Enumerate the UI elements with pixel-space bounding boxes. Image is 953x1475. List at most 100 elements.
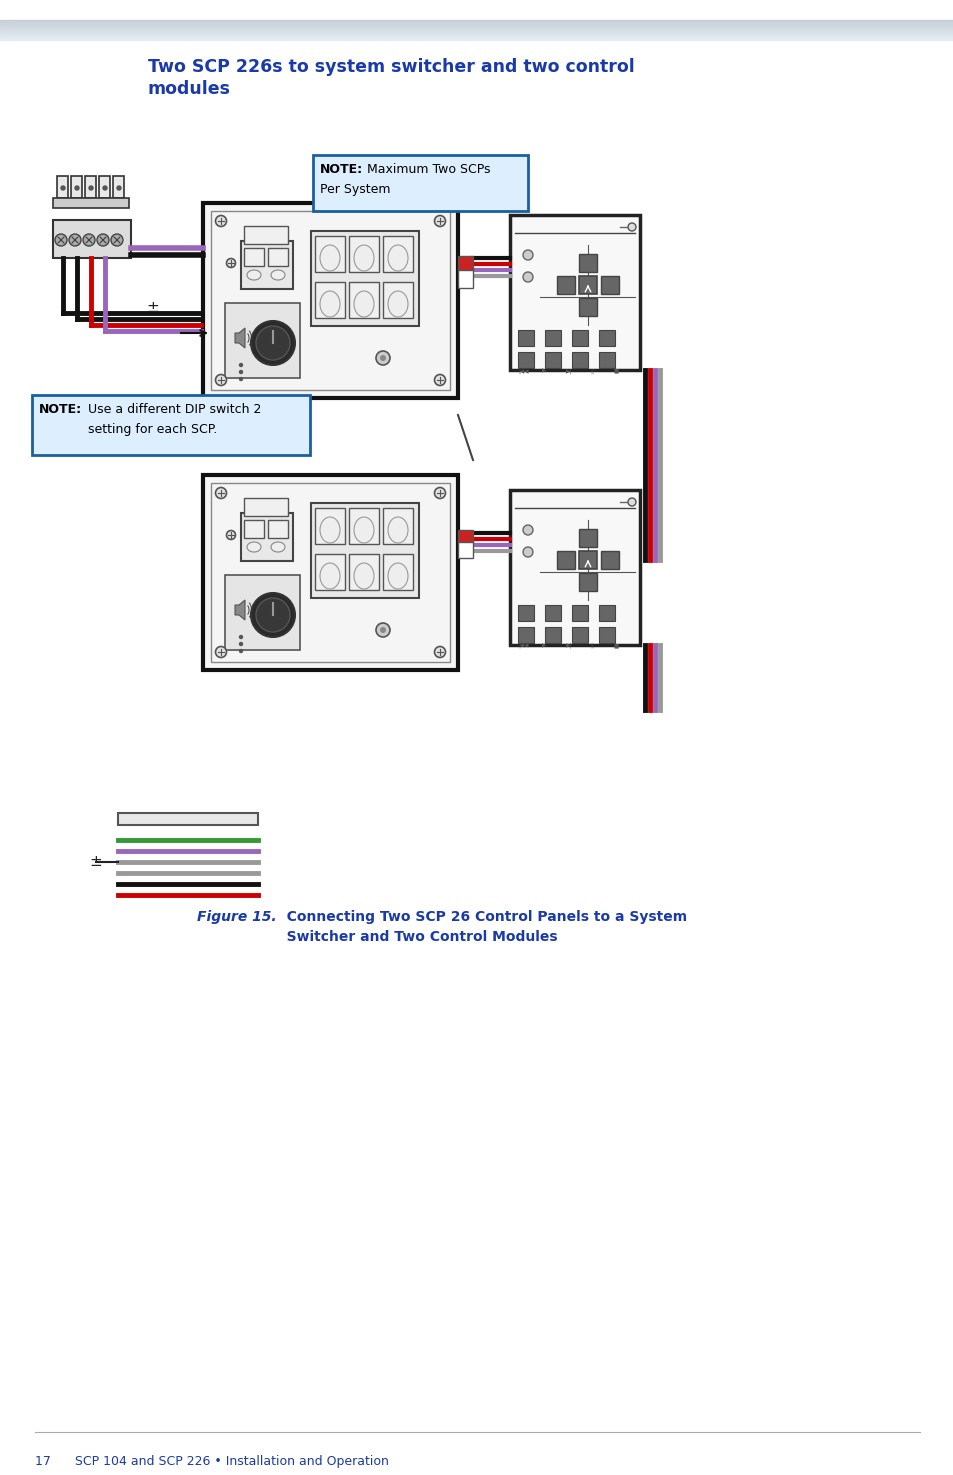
Bar xyxy=(0,19,953,21)
Circle shape xyxy=(111,235,123,246)
Bar xyxy=(572,353,587,367)
Bar xyxy=(598,627,615,643)
Text: ▶|: ▶| xyxy=(565,643,572,649)
Bar xyxy=(0,37,953,38)
Text: Maximum Two SCPs: Maximum Two SCPs xyxy=(367,164,490,176)
Text: ▶|: ▶| xyxy=(565,367,572,373)
Bar xyxy=(598,353,615,367)
Circle shape xyxy=(117,186,121,190)
Bar xyxy=(0,22,953,24)
Bar xyxy=(112,176,124,198)
Circle shape xyxy=(434,215,445,227)
Text: |◀◀: |◀◀ xyxy=(517,367,528,373)
Text: ▶: ▶ xyxy=(541,643,546,648)
Text: Per System: Per System xyxy=(319,183,390,196)
Bar xyxy=(313,155,527,211)
Circle shape xyxy=(239,636,242,639)
Bar xyxy=(457,540,473,558)
Bar xyxy=(118,813,257,825)
Bar xyxy=(0,22,953,24)
Bar xyxy=(557,276,575,294)
Bar xyxy=(349,555,378,590)
Bar xyxy=(211,482,450,662)
Bar xyxy=(349,507,378,544)
Text: ■: ■ xyxy=(614,367,618,373)
Bar xyxy=(211,211,450,389)
Bar xyxy=(457,268,473,288)
Circle shape xyxy=(215,488,226,499)
Bar xyxy=(0,32,953,34)
Circle shape xyxy=(379,627,386,633)
Text: |◀◀: |◀◀ xyxy=(517,643,528,649)
Bar xyxy=(244,248,264,266)
Bar xyxy=(99,176,110,198)
Circle shape xyxy=(627,223,636,232)
Bar xyxy=(314,555,345,590)
Text: ▶: ▶ xyxy=(541,367,546,373)
Bar xyxy=(244,521,264,538)
Text: Switcher and Two Control Modules: Switcher and Two Control Modules xyxy=(272,931,558,944)
Bar xyxy=(203,204,457,398)
Bar xyxy=(382,236,413,271)
Bar xyxy=(457,257,473,270)
Bar xyxy=(57,176,68,198)
Text: NOTE:: NOTE: xyxy=(319,164,363,176)
Bar xyxy=(0,37,953,38)
Ellipse shape xyxy=(388,245,408,271)
Bar xyxy=(244,226,288,243)
Ellipse shape xyxy=(319,245,339,271)
Bar xyxy=(0,28,953,30)
Circle shape xyxy=(522,525,533,535)
Bar xyxy=(578,254,597,271)
Bar xyxy=(572,627,587,643)
Circle shape xyxy=(215,646,226,658)
Bar xyxy=(572,330,587,347)
Circle shape xyxy=(375,351,390,364)
Bar xyxy=(578,530,597,547)
Circle shape xyxy=(627,499,636,506)
Circle shape xyxy=(97,235,109,246)
Bar xyxy=(268,248,288,266)
Bar xyxy=(544,627,560,643)
Ellipse shape xyxy=(247,541,261,552)
Bar xyxy=(311,503,418,597)
Circle shape xyxy=(61,186,65,190)
Circle shape xyxy=(75,186,79,190)
Bar xyxy=(544,605,560,621)
Bar xyxy=(0,31,953,32)
Bar xyxy=(349,236,378,271)
Circle shape xyxy=(55,235,67,246)
Text: ■: ■ xyxy=(614,643,618,648)
Bar xyxy=(457,530,473,541)
Bar xyxy=(314,282,345,319)
Circle shape xyxy=(434,646,445,658)
Text: modules: modules xyxy=(148,80,231,97)
Bar xyxy=(241,513,293,560)
Circle shape xyxy=(215,375,226,385)
Circle shape xyxy=(251,322,294,364)
Bar xyxy=(544,330,560,347)
Bar xyxy=(517,627,534,643)
Bar xyxy=(578,276,597,294)
Polygon shape xyxy=(234,327,245,348)
Ellipse shape xyxy=(388,291,408,317)
Ellipse shape xyxy=(354,518,374,543)
Circle shape xyxy=(239,649,242,652)
Text: Use a different DIP switch 2: Use a different DIP switch 2 xyxy=(88,403,261,416)
Circle shape xyxy=(379,355,386,361)
Bar xyxy=(572,605,587,621)
Bar xyxy=(349,282,378,319)
Circle shape xyxy=(89,186,92,190)
Bar xyxy=(578,298,597,316)
Bar xyxy=(598,605,615,621)
Circle shape xyxy=(226,258,235,267)
Text: Two SCP 226s to system switcher and two control: Two SCP 226s to system switcher and two … xyxy=(148,58,634,77)
Circle shape xyxy=(522,547,533,558)
Bar xyxy=(311,232,418,326)
Circle shape xyxy=(522,249,533,260)
Bar xyxy=(241,240,293,289)
Bar xyxy=(0,27,953,28)
Text: Connecting Two SCP 26 Control Panels to a System: Connecting Two SCP 26 Control Panels to … xyxy=(272,910,686,923)
Bar xyxy=(0,35,953,37)
Ellipse shape xyxy=(388,518,408,543)
